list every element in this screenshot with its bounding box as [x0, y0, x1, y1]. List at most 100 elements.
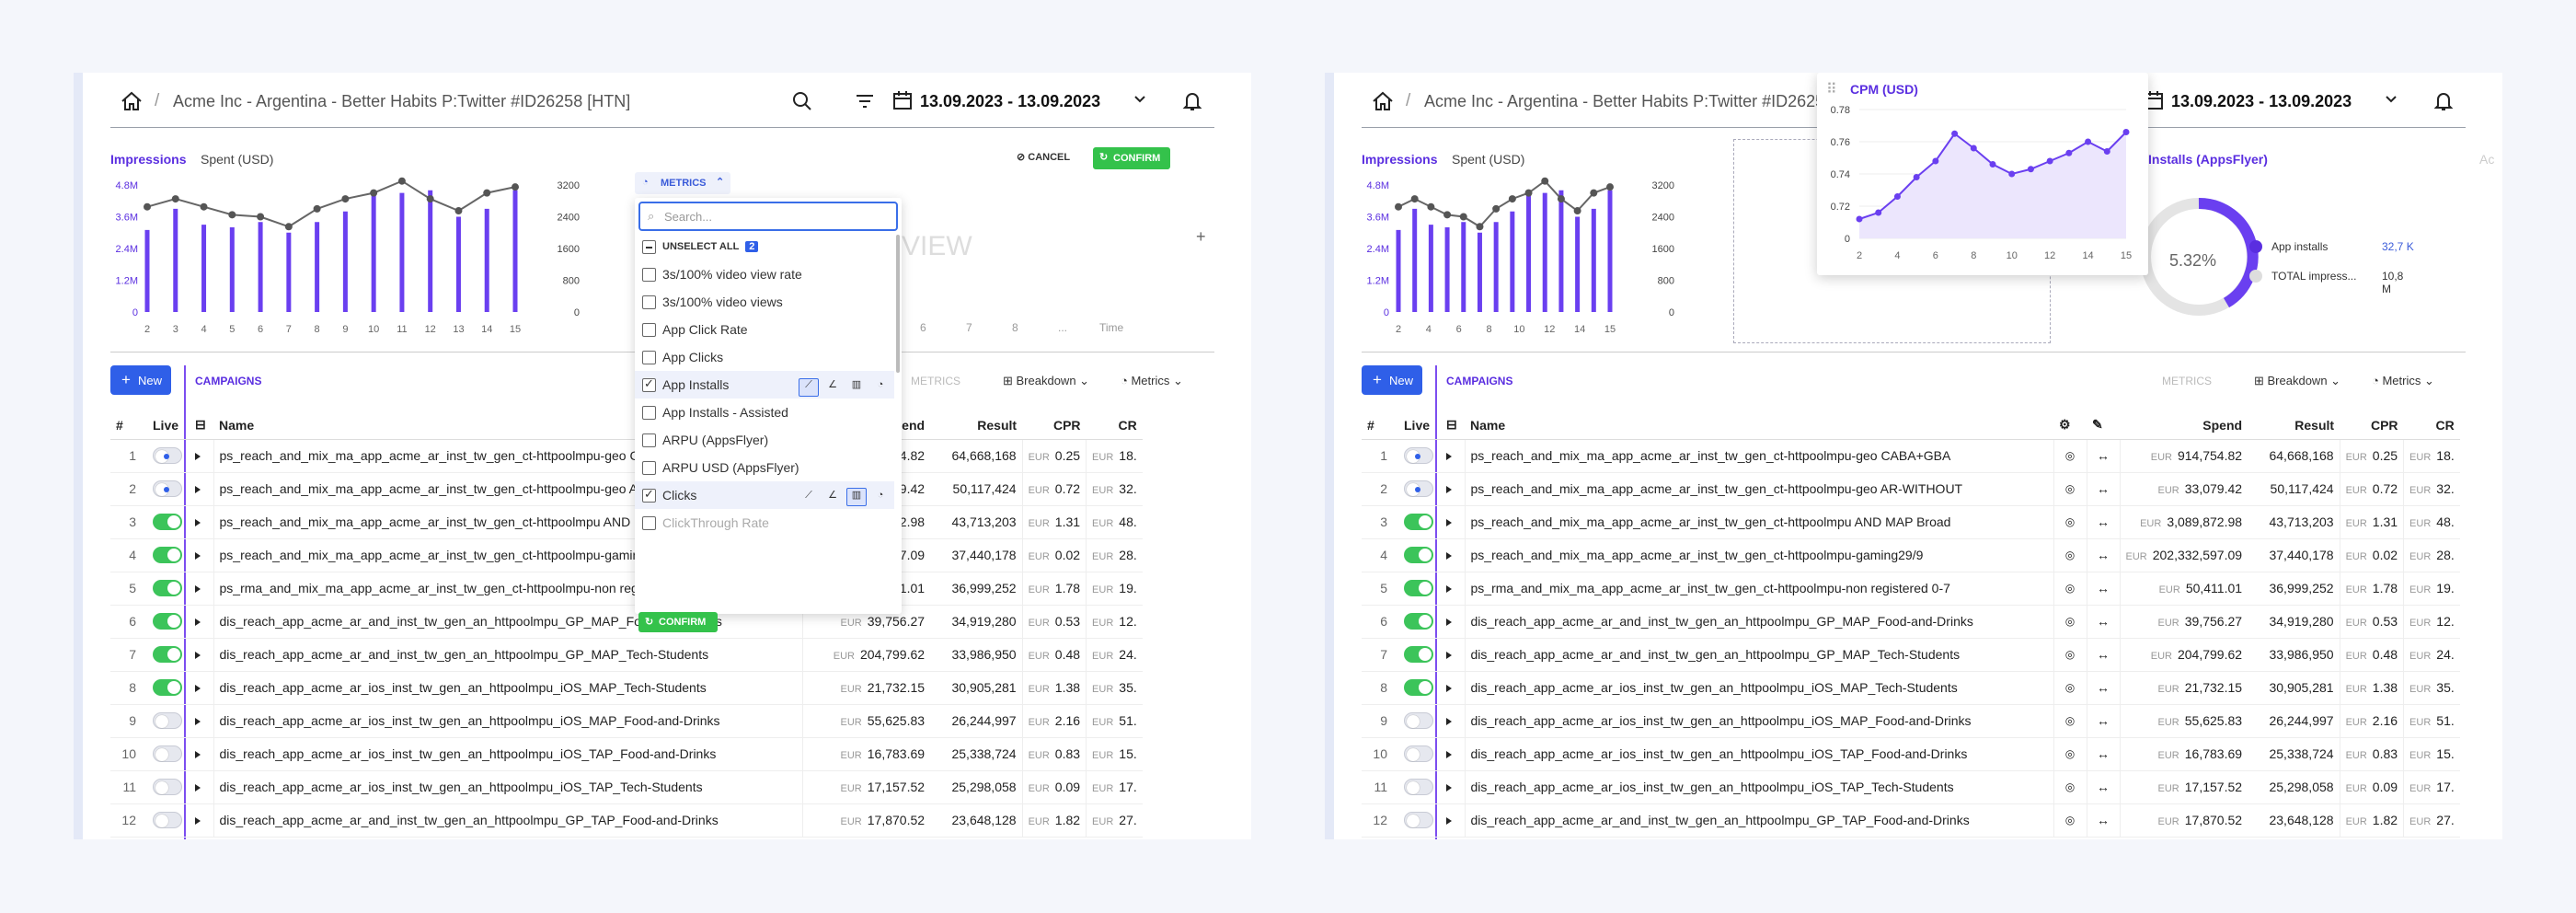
target-icon[interactable]: ◎ [2053, 605, 2087, 639]
calendar-icon[interactable] [892, 90, 913, 110]
table-row[interactable]: 1 ps_reach_and_mix_ma_app_acme_ar_inst_tw… [110, 439, 1143, 473]
table-row[interactable]: 9 dis_reach_app_acme_ar_ios_inst_tw_gen_a… [1362, 704, 2460, 738]
metric-checkbox[interactable] [642, 461, 656, 475]
edit-icon[interactable]: ✎ [2087, 411, 2120, 440]
search-icon[interactable] [791, 90, 813, 112]
table-row[interactable]: 2 ps_reach_and_mix_ma_app_acme_ar_inst_tw… [110, 472, 1143, 506]
expand-icon[interactable] [1446, 751, 1452, 758]
table-row[interactable]: 1 ps_reach_and_mix_ma_app_acme_ar_inst_tw… [1362, 439, 2460, 473]
expand-icon[interactable] [195, 486, 201, 493]
table-row[interactable]: 12 dis_reach_app_acme_ar_and_inst_tw_gen_… [110, 803, 1143, 838]
live-toggle[interactable] [153, 745, 182, 763]
target-icon[interactable]: ◎ [2053, 472, 2087, 506]
metrics-button[interactable]: ◔ Metrics ⌄ [1121, 374, 1183, 387]
expand-icon[interactable] [1446, 486, 1452, 493]
live-toggle[interactable] [1404, 679, 1433, 697]
metrics-button[interactable]: ◔ Metrics ⌄ [2372, 374, 2434, 387]
table-row[interactable]: 4 ps_reach_and_mix_ma_app_acme_ar_inst_tw… [110, 538, 1143, 572]
live-toggle[interactable] [1404, 812, 1433, 829]
expand-icon[interactable] [195, 817, 201, 825]
table-row[interactable]: 12 dis_reach_app_acme_ar_and_inst_tw_gen_… [1362, 803, 2460, 838]
table-row[interactable]: 3 ps_reach_and_mix_ma_app_acme_ar_inst_tw… [110, 505, 1143, 539]
live-toggle[interactable] [153, 679, 182, 697]
table-row[interactable]: 3 ps_reach_and_mix_ma_app_acme_ar_inst_tw… [1362, 505, 2460, 539]
campaign-name[interactable]: dis_reach_app_acme_ar_and_inst_tw_gen_an… [1464, 638, 2053, 672]
expand-icon[interactable] [195, 718, 201, 725]
tab-impressions[interactable]: Impressions [1362, 152, 1438, 167]
campaign-name[interactable]: dis_reach_app_acme_ar_and_inst_tw_gen_an… [213, 638, 802, 672]
resize-icon[interactable]: ↔ [2086, 605, 2120, 639]
target-icon[interactable]: ◎ [2053, 505, 2087, 539]
chart-type-icon[interactable]: ∠ [828, 490, 837, 501]
add-chart-icon[interactable]: + [1196, 227, 1206, 246]
expand-icon[interactable] [195, 453, 201, 460]
expand-icon[interactable] [1446, 784, 1452, 792]
campaign-name[interactable]: dis_reach_app_acme_ar_ios_inst_tw_gen_an… [1464, 770, 2053, 804]
campaign-name[interactable]: ps_reach_and_mix_ma_app_acme_ar_inst_tw_… [1464, 538, 2053, 572]
metric-checkbox[interactable] [642, 351, 656, 364]
resize-icon[interactable]: ↔ [2086, 505, 2120, 539]
metric-checkbox[interactable] [642, 323, 656, 337]
metric-checkbox[interactable] [642, 433, 656, 447]
col-cpr[interactable]: CPR [1022, 411, 1087, 440]
filter-icon[interactable] [854, 90, 876, 112]
metric-checkbox[interactable] [642, 268, 656, 282]
table-row[interactable]: 4 ps_reach_and_mix_ma_app_acme_ar_inst_tw… [1362, 538, 2460, 572]
table-row[interactable]: 8 dis_reach_app_acme_ar_ios_inst_tw_gen_a… [110, 671, 1143, 705]
table-row[interactable]: 6 dis_reach_app_acme_ar_and_inst_tw_gen_a… [110, 605, 1143, 639]
tab-spent[interactable]: Spent (USD) [1452, 152, 1525, 167]
target-icon[interactable]: ◎ [2053, 737, 2087, 771]
unselect-checkbox[interactable] [642, 240, 656, 254]
table-row[interactable]: 8 dis_reach_app_acme_ar_ios_inst_tw_gen_a… [1362, 671, 2460, 705]
live-toggle[interactable] [153, 613, 182, 630]
resize-icon[interactable]: ↔ [2086, 439, 2120, 473]
resize-icon[interactable]: ↔ [2086, 737, 2120, 771]
metric-option[interactable]: Clicks⟋∠▥◔ [635, 481, 894, 509]
chevron-down-icon[interactable] [2385, 95, 2398, 104]
campaign-name[interactable]: ps_rma_and_mix_ma_app_acme_ar_inst_tw_ge… [1464, 572, 2053, 606]
dropdown-confirm-button[interactable]: ↻ CONFIRM [638, 612, 718, 632]
new-button[interactable]: + New [110, 365, 171, 395]
col-result[interactable]: Result [2248, 411, 2340, 440]
target-icon[interactable]: ◎ [2053, 439, 2087, 473]
target-icon[interactable]: ◎ [2053, 671, 2087, 705]
bell-icon[interactable] [2432, 90, 2455, 112]
campaign-name[interactable]: dis_reach_app_acme_ar_ios_inst_tw_gen_an… [213, 770, 802, 804]
expand-icon[interactable] [195, 685, 201, 692]
live-toggle[interactable] [153, 779, 182, 796]
campaign-name[interactable]: dis_reach_app_acme_ar_and_inst_tw_gen_an… [1464, 803, 2053, 838]
live-toggle[interactable] [153, 447, 182, 465]
metric-option[interactable]: App Installs⟋∠▥◔ [635, 371, 894, 399]
tab-spent[interactable]: Spent (USD) [201, 152, 274, 167]
expand-icon[interactable] [1446, 453, 1452, 460]
live-toggle[interactable] [1404, 447, 1433, 465]
date-range[interactable]: 13.09.2023 - 13.09.2023 [920, 92, 1101, 110]
live-toggle[interactable] [153, 646, 182, 664]
resize-icon[interactable]: ↔ [2086, 704, 2120, 738]
metric-option[interactable]: 3s/100% video views [635, 288, 894, 316]
metrics-dropdown-toggle[interactable]: ◔ METRICS ⌃ [635, 172, 730, 194]
resize-icon[interactable]: ↔ [2086, 572, 2120, 606]
expand-icon[interactable] [195, 652, 201, 659]
target-icon[interactable]: ◎ [2053, 538, 2087, 572]
campaign-name[interactable]: dis_reach_app_acme_ar_ios_inst_tw_gen_an… [213, 737, 802, 771]
expand-icon[interactable] [195, 519, 201, 526]
expand-icon[interactable] [1446, 552, 1452, 560]
chart-type-icon[interactable]: ∠ [828, 379, 837, 390]
table-row[interactable]: 10 dis_reach_app_acme_ar_ios_inst_tw_gen_… [110, 737, 1143, 771]
metric-option[interactable]: App Click Rate [635, 316, 894, 343]
live-toggle[interactable] [1404, 779, 1433, 796]
live-toggle[interactable] [1404, 646, 1433, 664]
breakdown-button[interactable]: ⊞ Breakdown ⌄ [2254, 374, 2341, 387]
live-toggle[interactable] [1404, 547, 1433, 564]
live-toggle[interactable] [1404, 514, 1433, 531]
live-toggle[interactable] [153, 480, 182, 498]
campaign-name[interactable]: dis_reach_app_acme_ar_and_inst_tw_gen_an… [1464, 605, 2053, 639]
target-icon[interactable]: ◎ [2053, 704, 2087, 738]
metric-checkbox[interactable] [642, 295, 656, 309]
table-row[interactable]: 7 dis_reach_app_acme_ar_and_inst_tw_gen_a… [1362, 638, 2460, 672]
metric-checkbox[interactable] [642, 487, 656, 503]
live-toggle[interactable] [1404, 745, 1433, 763]
target-icon[interactable]: ◎ [2053, 572, 2087, 606]
campaign-name[interactable]: ps_reach_and_mix_ma_app_acme_ar_inst_tw_… [1464, 472, 2053, 506]
